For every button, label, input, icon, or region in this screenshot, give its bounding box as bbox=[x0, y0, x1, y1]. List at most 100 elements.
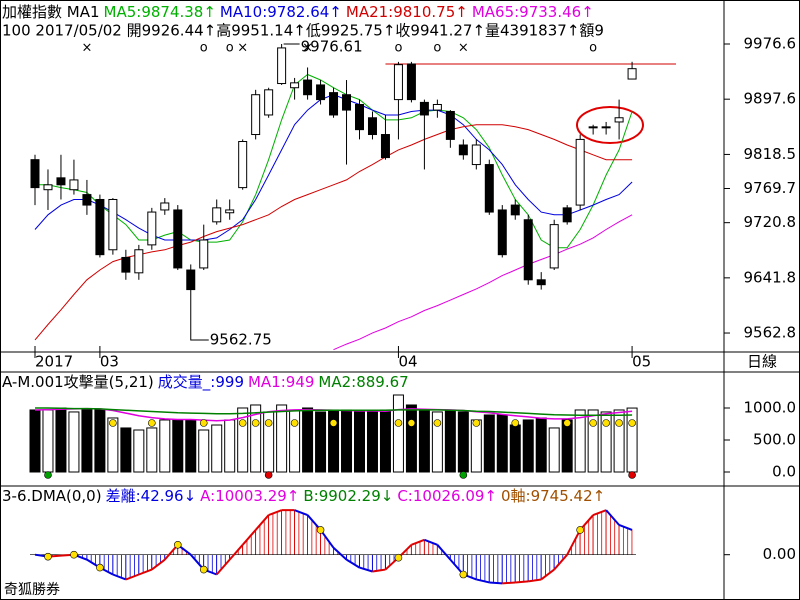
y-tick-label: 1000.0 bbox=[744, 398, 797, 416]
volume-bar bbox=[587, 409, 599, 473]
y-tick-label: 9562.8 bbox=[744, 324, 797, 342]
volume-bar bbox=[224, 419, 236, 473]
candle-body bbox=[614, 117, 624, 123]
legend-entry: C:10026.09↑ bbox=[397, 487, 497, 505]
signal-dot bbox=[109, 419, 117, 427]
signal-dot bbox=[394, 419, 403, 427]
volume-bar bbox=[211, 424, 223, 473]
candle-body bbox=[342, 94, 352, 111]
volume-bar bbox=[146, 427, 158, 473]
dma-segment bbox=[215, 558, 231, 576]
signal-dot bbox=[70, 550, 78, 559]
series-line bbox=[35, 407, 633, 417]
candle-body bbox=[458, 144, 468, 156]
candle-body bbox=[562, 207, 572, 223]
legend: 加權指數 MA1 MA5:9874.38↑ MA10:9782.64↑ MA21:98… bbox=[2, 3, 594, 21]
legend-entry: MA10:9782.64↑ bbox=[220, 3, 342, 21]
dma-segment bbox=[528, 578, 542, 583]
volume-bar bbox=[172, 419, 184, 473]
dma-segment bbox=[228, 544, 244, 561]
dma-segment bbox=[424, 538, 438, 546]
volume-bar bbox=[250, 404, 262, 473]
buy-dot bbox=[44, 471, 52, 479]
dma-segment bbox=[618, 524, 633, 531]
candle-body bbox=[575, 138, 585, 206]
candle-body bbox=[523, 219, 533, 281]
signal-mark: o bbox=[589, 41, 597, 56]
y-tick-label: 500.0 bbox=[753, 430, 796, 448]
signal-dot bbox=[44, 552, 52, 561]
signal-dot bbox=[433, 419, 442, 427]
volume-bar bbox=[457, 411, 469, 473]
candle-body bbox=[134, 249, 144, 274]
y-tick-label: 9720.8 bbox=[744, 213, 797, 231]
dma-segment bbox=[605, 509, 620, 526]
x-tick-label: 04 bbox=[398, 353, 417, 371]
x-tick-label: 05 bbox=[632, 353, 651, 371]
signal-dot bbox=[264, 419, 273, 427]
dma-segment bbox=[411, 538, 425, 546]
signal-dot bbox=[615, 419, 623, 427]
volume-bar bbox=[613, 409, 625, 473]
signal-dot bbox=[316, 526, 325, 534]
volume-bar bbox=[561, 419, 573, 473]
dma-segment bbox=[489, 581, 503, 585]
legend-entry: 成交量_:999 bbox=[158, 373, 244, 392]
buy-dot bbox=[459, 471, 468, 479]
volume-bar bbox=[496, 414, 508, 473]
y-tick-label: 9641.8 bbox=[744, 268, 797, 286]
legend-title: 3-6.DMA(0,0) bbox=[2, 487, 102, 505]
dma-segment bbox=[138, 568, 153, 576]
legend-entry: B:9902.29↓ bbox=[303, 487, 393, 505]
volume-bar bbox=[535, 417, 547, 473]
volume-bar bbox=[94, 409, 106, 473]
signal-dot bbox=[199, 419, 208, 427]
y-tick-label: 9818.5 bbox=[744, 145, 797, 163]
candle-body bbox=[108, 198, 118, 251]
candle-body bbox=[471, 144, 481, 166]
dma-segment bbox=[566, 529, 582, 556]
legend-entry: MA21:9810.75↑ bbox=[346, 3, 468, 21]
volume-bar bbox=[444, 409, 456, 473]
legend-entry: MA2:889.67 bbox=[318, 373, 408, 391]
dma-segment bbox=[332, 547, 348, 561]
x-tick-label: 2017 bbox=[35, 353, 73, 371]
signal-mark: × bbox=[237, 41, 248, 56]
y-tick-label: 9976.6 bbox=[744, 35, 797, 53]
volume-bar bbox=[509, 424, 521, 473]
period-label: 日線 bbox=[747, 353, 777, 371]
candle-body bbox=[277, 47, 287, 85]
dma-segment bbox=[112, 573, 127, 581]
signal-dot bbox=[511, 419, 520, 427]
dma-segment bbox=[515, 580, 529, 584]
candle-body bbox=[497, 209, 507, 256]
legend-entry: MA65:9733.46↑ bbox=[472, 3, 594, 21]
legend-title: 加權指數 MA1 bbox=[2, 3, 100, 21]
signal-mark: × bbox=[458, 41, 469, 56]
dma-segment bbox=[553, 554, 568, 571]
signal-dot bbox=[199, 565, 208, 574]
signal-mark: o bbox=[433, 41, 441, 56]
signal-dot bbox=[290, 419, 299, 427]
candle-body bbox=[225, 209, 235, 214]
volume-bar bbox=[418, 409, 430, 473]
volume-bar bbox=[120, 427, 132, 473]
volume-bar bbox=[81, 409, 93, 473]
candle-body bbox=[406, 63, 416, 101]
sell-dot bbox=[628, 471, 636, 479]
signal-dot bbox=[602, 419, 610, 427]
signal-mark: o bbox=[226, 41, 234, 56]
candle-body bbox=[536, 279, 546, 286]
volume-bar bbox=[405, 404, 417, 473]
dma-segment bbox=[241, 529, 257, 546]
volume-bar bbox=[107, 417, 119, 473]
candle-body bbox=[264, 89, 274, 116]
annotation: 9976.61 bbox=[301, 37, 363, 55]
y-tick-label: 9897.6 bbox=[744, 90, 797, 108]
dma-segment bbox=[151, 558, 166, 571]
candle-body bbox=[56, 177, 66, 186]
candle-body bbox=[484, 164, 494, 213]
candle-body bbox=[510, 204, 520, 216]
dma-segment bbox=[476, 578, 490, 584]
